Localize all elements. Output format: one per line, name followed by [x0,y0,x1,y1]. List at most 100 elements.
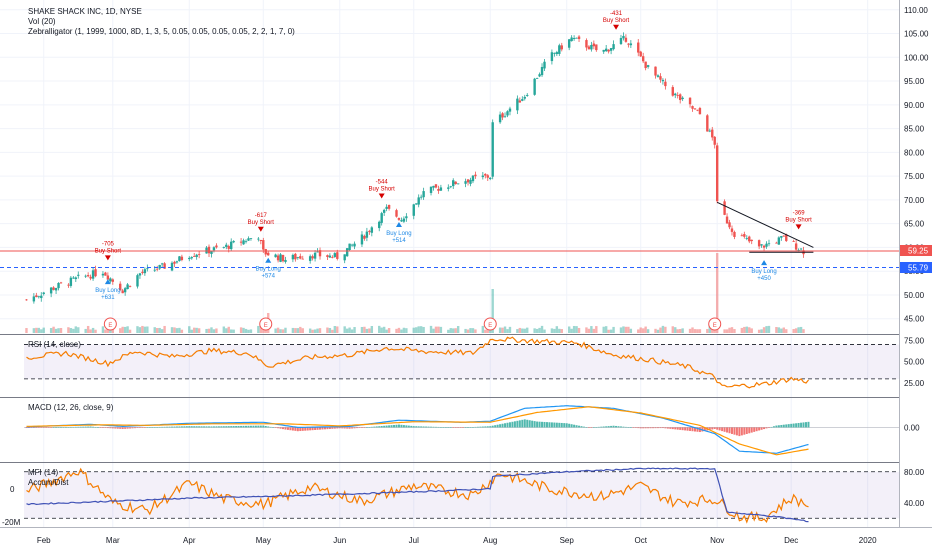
candle[interactable] [743,234,746,237]
candle[interactable] [412,204,415,216]
candle[interactable] [550,52,554,62]
candle[interactable] [353,243,356,247]
candle[interactable] [52,287,55,290]
candle[interactable] [42,292,45,294]
candle[interactable] [328,255,332,258]
candle[interactable] [67,284,70,286]
candle[interactable] [210,251,213,254]
candle[interactable] [397,218,401,220]
candle[interactable] [160,263,164,265]
candle[interactable] [247,238,250,241]
candle[interactable] [40,295,43,299]
candle[interactable] [449,186,452,188]
candle[interactable] [745,238,748,239]
candle[interactable] [508,108,512,112]
candle[interactable] [656,75,660,77]
candle[interactable] [671,87,674,96]
candle[interactable] [590,45,593,50]
candle[interactable] [318,250,322,257]
candle[interactable] [37,296,41,298]
candle[interactable] [750,239,753,242]
candle[interactable] [77,274,80,276]
candle[interactable] [777,237,781,245]
candle[interactable] [274,254,277,258]
earnings-marker[interactable] [103,317,117,331]
candle[interactable] [25,299,28,301]
earnings-marker[interactable] [483,317,497,331]
candle[interactable] [59,282,63,284]
candle[interactable] [175,261,179,263]
candle[interactable] [400,220,403,222]
candle[interactable] [291,254,295,260]
candle[interactable] [725,216,729,224]
candle[interactable] [158,264,161,269]
candle[interactable] [178,256,181,262]
candle[interactable] [126,284,129,290]
candle[interactable] [637,42,640,53]
candle[interactable] [567,39,571,48]
candle[interactable] [646,65,650,67]
earnings-marker[interactable] [708,317,722,331]
candle[interactable] [72,277,75,279]
candle[interactable] [503,115,507,117]
candle[interactable] [363,235,366,239]
earnings-marker[interactable] [259,317,273,331]
candle[interactable] [577,36,581,40]
candle[interactable] [794,243,798,250]
candle[interactable] [35,295,38,298]
candle[interactable] [419,196,423,198]
candle[interactable] [49,287,53,294]
candle[interactable] [429,186,433,193]
candle[interactable] [348,243,351,251]
candle[interactable] [230,241,233,250]
candle[interactable] [570,37,573,42]
candle[interactable] [498,114,502,123]
candle[interactable] [474,174,477,177]
candle[interactable] [109,278,112,282]
candle[interactable] [740,235,744,237]
candle[interactable] [311,256,314,259]
candle[interactable] [456,183,460,185]
candle[interactable] [555,52,559,55]
candle[interactable] [641,56,645,62]
candle[interactable] [101,273,105,276]
candle[interactable] [471,175,475,182]
candle[interactable] [106,275,110,280]
candle[interactable] [138,273,142,276]
candle[interactable] [607,49,610,52]
candle[interactable] [533,78,536,95]
candle[interactable] [782,235,785,237]
candle[interactable] [326,255,329,257]
candle[interactable] [540,66,544,76]
candle[interactable] [595,44,598,51]
candle[interactable] [173,261,176,264]
candle[interactable] [417,197,420,205]
candle[interactable] [674,93,677,96]
candle[interactable] [728,222,731,228]
candle[interactable] [111,279,115,282]
candle[interactable] [622,35,625,39]
candle[interactable] [785,234,788,241]
candle[interactable] [259,239,263,242]
candle[interactable] [797,249,800,251]
candle[interactable] [609,48,613,51]
candle[interactable] [706,115,709,132]
candle[interactable] [267,252,270,256]
candle[interactable] [681,97,684,100]
candle[interactable] [94,269,97,277]
candle[interactable] [748,236,751,242]
candle[interactable] [688,97,692,105]
candle[interactable] [333,253,337,257]
candle[interactable] [767,243,771,245]
candle[interactable] [696,109,699,111]
candle[interactable] [587,46,591,50]
candle[interactable] [190,257,193,259]
candle[interactable] [32,296,36,302]
candle[interactable] [195,254,198,257]
candle[interactable] [799,248,803,250]
candle[interactable] [84,275,87,277]
candle[interactable] [239,241,243,243]
candle[interactable] [91,270,95,279]
candle[interactable] [313,252,317,259]
candle[interactable] [422,191,425,198]
